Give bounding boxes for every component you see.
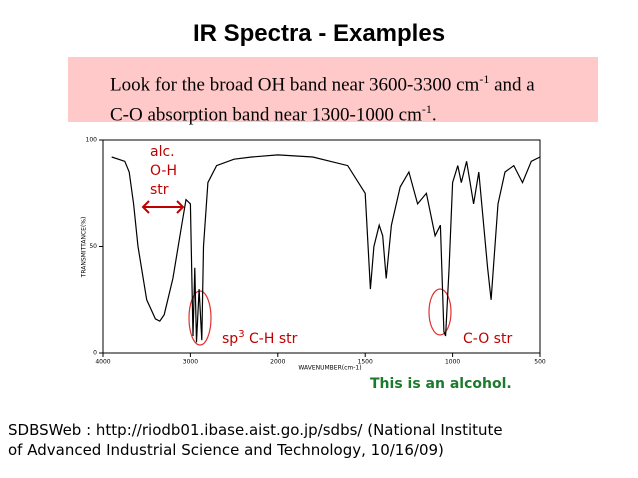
x-tick-label: 4000 — [95, 359, 110, 366]
annotation-part: C-H str — [245, 331, 298, 347]
annotation-part: sp — [222, 331, 238, 347]
x-tick-label: 2000 — [270, 359, 285, 366]
note-sup: -1 — [479, 72, 490, 86]
x-tick-label: 1000 — [445, 359, 460, 366]
slide-title: IR Spectra - Examples — [192, 20, 446, 47]
y-tick-label: 50 — [89, 243, 97, 250]
footer-line: SDBSWeb : http://riodb01.ibase.aist.go.j… — [8, 421, 503, 439]
footer-line: of Advanced Industrial Science and Techn… — [8, 441, 444, 459]
annotation-sup: 3 — [238, 329, 244, 340]
note-text: and a — [489, 74, 535, 96]
note-text: Look for the broad OH band near 3600-330… — [110, 74, 480, 96]
note-sup: -1 — [421, 102, 432, 117]
x-tick-label: 1500 — [358, 359, 373, 366]
annotation: str — [150, 182, 169, 198]
x-tick-label: 500 — [534, 359, 546, 366]
annotation: C-O str — [463, 331, 512, 347]
y-tick-label: 0 — [93, 350, 97, 357]
conclusion: This is an alcohol. — [370, 376, 512, 392]
note-text: C-O absorption band near 1300-1000 cm — [110, 104, 422, 126]
co-highlight — [428, 288, 452, 336]
note-box: Look for the broad OH band near 3600-330… — [68, 57, 598, 126]
oh-arrowheads — [141, 200, 185, 214]
annotation: sp3 C-H str — [222, 329, 298, 347]
y-tick-label: 100 — [86, 137, 98, 144]
note-text: . — [431, 104, 437, 126]
ch-highlight — [188, 290, 212, 346]
x-axis-label: WAVENUMBER(cm-1) — [298, 365, 361, 372]
x-tick-label: 3000 — [183, 359, 198, 366]
spectrum-line — [111, 154, 541, 343]
annotation: alc. — [150, 144, 175, 160]
y-axis-label: TRANSMITTANCE(%) — [81, 217, 88, 279]
annotation: O-H — [150, 163, 177, 179]
footer: SDBSWeb : http://riodb01.ibase.aist.go.j… — [8, 420, 503, 460]
